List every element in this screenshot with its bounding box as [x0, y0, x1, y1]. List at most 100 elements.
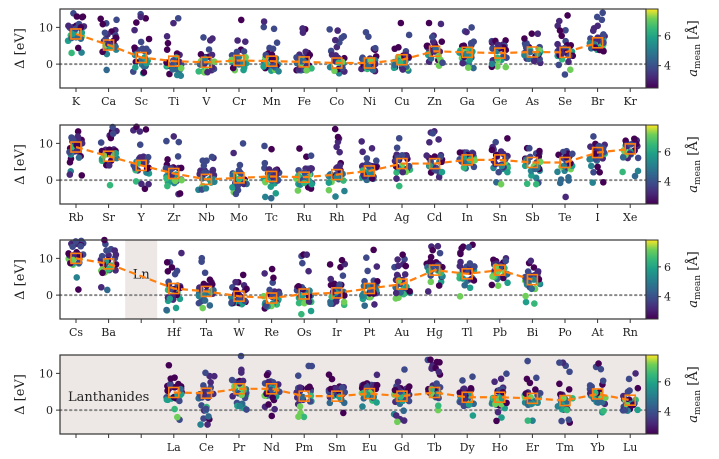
median-marker: [298, 390, 311, 402]
data-point: [296, 145, 303, 152]
colorbar-label-unit: [Å]: [685, 136, 701, 160]
data-point: [133, 19, 140, 26]
data-point: [426, 138, 433, 146]
median-marker: [624, 394, 637, 406]
data-point: [137, 38, 145, 46]
x-tick-label: Mo: [230, 211, 248, 224]
data-point: [331, 125, 339, 133]
data-point: [229, 64, 237, 72]
data-point: [399, 168, 407, 176]
data-point: [534, 30, 542, 38]
data-point: [338, 256, 346, 264]
data-point: [397, 19, 405, 27]
data-point: [200, 162, 208, 169]
data-point: [589, 179, 596, 186]
colorbar-label-main: a: [686, 415, 701, 423]
data-point: [424, 288, 432, 295]
x-tick-label: Tb: [427, 441, 441, 454]
data-point: [556, 380, 563, 388]
data-point: [304, 384, 312, 392]
data-point: [237, 16, 245, 24]
data-point: [140, 69, 148, 76]
x-tick-label: Hg: [426, 326, 443, 339]
data-point: [434, 242, 442, 250]
x-tick-label: Cd: [427, 211, 442, 224]
data-point: [464, 64, 472, 72]
data-point: [395, 134, 403, 142]
x-tick-label: Kr: [623, 95, 637, 108]
data-point: [228, 376, 236, 384]
data-point: [399, 66, 407, 73]
median-marker: [102, 150, 115, 163]
data-point: [373, 399, 380, 406]
x-tick-label: Rn: [623, 326, 638, 339]
median-marker: [428, 45, 441, 58]
median-marker: [135, 51, 147, 64]
data-point: [621, 406, 629, 414]
data-point: [164, 39, 172, 47]
colorbar-tick-label: 4: [664, 60, 671, 73]
data-point: [164, 182, 171, 190]
data-point: [163, 46, 171, 53]
x-tick-label: Ce: [199, 441, 214, 454]
data-point: [565, 416, 573, 423]
data-point: [261, 193, 269, 201]
data-point: [79, 13, 87, 20]
data-point: [202, 185, 210, 192]
data-point: [210, 176, 218, 183]
x-tick-label: Ge: [492, 95, 507, 108]
data-point: [497, 180, 505, 188]
data-point: [536, 147, 543, 155]
x-tick-label: Tl: [462, 326, 473, 339]
x-tick-label: Ca: [101, 95, 116, 108]
data-point: [171, 405, 178, 413]
data-point: [457, 250, 464, 258]
data-point: [269, 279, 277, 286]
x-tick-label: W: [233, 326, 245, 339]
y-tick-label: 10: [39, 137, 53, 150]
data-point: [209, 167, 216, 175]
data-point: [200, 382, 207, 389]
data-point: [260, 63, 267, 70]
data-point: [466, 260, 474, 267]
x-tick-label: Dy: [460, 441, 476, 454]
data-point: [65, 22, 72, 30]
median-marker: [428, 264, 441, 276]
data-point: [393, 271, 401, 279]
data-point: [262, 51, 270, 59]
x-tick-label: Tm: [556, 441, 574, 454]
x-tick-label: Co: [329, 95, 344, 108]
data-point: [593, 13, 601, 21]
data-point: [434, 402, 442, 409]
data-point: [262, 302, 270, 309]
data-point: [436, 249, 444, 257]
data-point: [198, 258, 205, 265]
data-point: [565, 58, 572, 66]
data-point: [634, 384, 642, 392]
data-point: [341, 187, 348, 195]
data-point: [197, 51, 205, 58]
data-point: [456, 293, 464, 300]
colorbar-label-sub: mean: [693, 390, 703, 415]
data-point: [399, 251, 406, 259]
median-marker: [70, 141, 82, 153]
x-tick-label: Cr: [232, 95, 246, 108]
data-point: [425, 19, 433, 27]
data-point: [468, 24, 475, 31]
data-point: [429, 246, 437, 254]
data-point: [469, 373, 476, 381]
data-point: [533, 374, 540, 382]
data-point: [168, 264, 176, 271]
data-point: [78, 49, 85, 56]
data-point: [460, 164, 468, 171]
data-point: [163, 137, 170, 145]
data-point: [565, 174, 572, 181]
data-point: [600, 407, 607, 415]
data-point: [200, 415, 207, 422]
data-point: [437, 20, 445, 28]
median-marker: [102, 258, 115, 270]
data-point: [524, 357, 531, 365]
median-marker: [330, 390, 343, 402]
x-tick-label: Os: [297, 326, 312, 339]
data-point: [145, 35, 153, 43]
